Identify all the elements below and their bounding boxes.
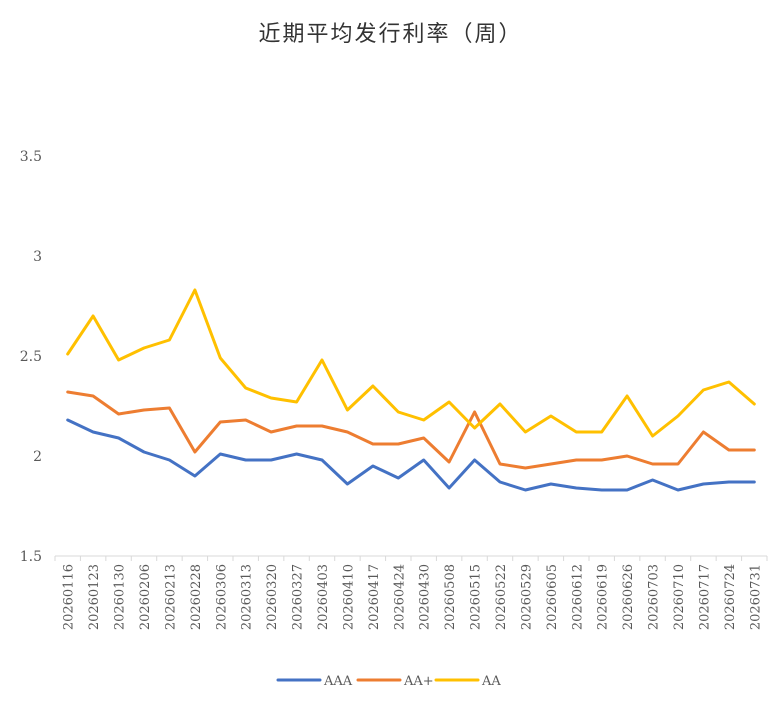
- x-tick-label: 20260515: [469, 564, 484, 630]
- x-tick-label: 20260403: [316, 564, 331, 630]
- x-tick-label: 20260703: [647, 564, 662, 630]
- x-tick-label: 20260612: [570, 564, 585, 630]
- y-tick-label: 2.5: [20, 349, 42, 365]
- x-tick-label: 20260619: [596, 564, 611, 630]
- x-tick-label: 20260731: [748, 564, 763, 630]
- series-line-aaa: [66, 418, 756, 492]
- x-tick-label: 20260430: [418, 564, 433, 630]
- x-tick-label: 20260213: [163, 564, 178, 630]
- legend-label: AA: [481, 674, 501, 689]
- x-tick-label: 20260306: [214, 564, 229, 630]
- x-tick-label: 20260320: [265, 564, 280, 630]
- x-tick-label: 20260717: [697, 564, 712, 630]
- x-tick-label: 20260626: [621, 564, 636, 630]
- x-tick-label: 20260123: [87, 564, 102, 630]
- x-tick-label: 20260130: [113, 564, 128, 630]
- x-tick-label: 20260206: [138, 564, 153, 630]
- series-line-aa: [66, 288, 756, 438]
- x-tick-label: 20260424: [392, 564, 407, 630]
- series-line-aaplus: [66, 390, 756, 470]
- x-tick-label: 20260529: [519, 564, 534, 630]
- y-tick-label: 2: [33, 449, 42, 465]
- x-tick-label: 20260724: [723, 564, 738, 630]
- x-tick-label: 20260228: [189, 564, 204, 630]
- x-tick-label: 20260417: [367, 564, 382, 630]
- y-tick-label: 1.5: [20, 549, 42, 565]
- x-tick-label: 20260327: [291, 564, 306, 630]
- x-tick-label: 20260116: [62, 564, 77, 630]
- x-tick-label: 20260522: [494, 564, 509, 630]
- x-tick-label: 20260410: [341, 564, 356, 630]
- y-tick-label: 3.5: [20, 149, 42, 165]
- legend-label: AA+: [403, 674, 434, 689]
- x-tick-label: 20260605: [545, 564, 560, 630]
- legend-label: AAA: [323, 674, 353, 689]
- y-tick-label: 3: [33, 249, 42, 265]
- x-tick-label: 20260313: [240, 564, 255, 630]
- chart-title: 近期平均发行利率（周）: [258, 22, 523, 47]
- x-tick-label: 20260710: [672, 564, 687, 630]
- x-tick-label: 20260508: [443, 564, 458, 630]
